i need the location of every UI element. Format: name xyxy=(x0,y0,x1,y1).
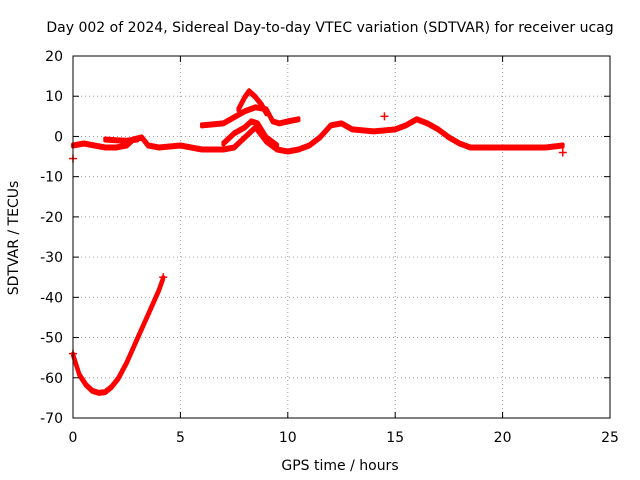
x-tick-label: 5 xyxy=(176,430,185,446)
x-tick-label: 10 xyxy=(279,430,297,446)
y-tick-label: -50 xyxy=(40,331,63,347)
y-tick-label: -60 xyxy=(40,371,63,387)
y-tick-label: 0 xyxy=(54,129,63,145)
grid xyxy=(73,56,610,418)
y-tick-label: -70 xyxy=(40,411,63,427)
x-tick-label: 20 xyxy=(494,430,512,446)
series-low-elevation-arc-band xyxy=(71,277,166,396)
y-axis-ticks: 20 10 0 -10 -20 -30 -40 -50 -60 -70 xyxy=(40,49,610,427)
data-point-marker xyxy=(558,148,567,157)
chart-title: Day 002 of 2024, Sidereal Day-to-day VTE… xyxy=(46,20,613,36)
x-axis-label: GPS time / hours xyxy=(281,458,398,474)
y-tick-label: -30 xyxy=(40,250,63,266)
x-tick-label: 15 xyxy=(386,430,404,446)
series-peak-arc-band xyxy=(236,90,269,117)
y-tick-label: -10 xyxy=(40,170,63,186)
data-series-group xyxy=(71,88,565,396)
series-low-elevation-arc xyxy=(71,275,166,394)
x-axis-ticks: 0 5 10 15 20 25 xyxy=(69,56,619,446)
series-segment-band xyxy=(103,138,140,144)
y-tick-label: -20 xyxy=(40,210,63,226)
y-axis-label: SDTVAR / TECUs xyxy=(6,181,22,296)
plot-frame xyxy=(72,55,611,419)
y-tick-label: 10 xyxy=(45,89,63,105)
y-tick-label: -40 xyxy=(40,290,63,306)
x-tick-label: 25 xyxy=(601,430,619,446)
data-point-marker xyxy=(380,112,389,121)
y-tick-label: 20 xyxy=(45,49,63,65)
data-point-marker xyxy=(159,273,168,282)
series-secondary-band-band xyxy=(221,120,280,149)
series-upper-band-band xyxy=(199,106,301,129)
x-tick-label: 0 xyxy=(69,430,78,446)
